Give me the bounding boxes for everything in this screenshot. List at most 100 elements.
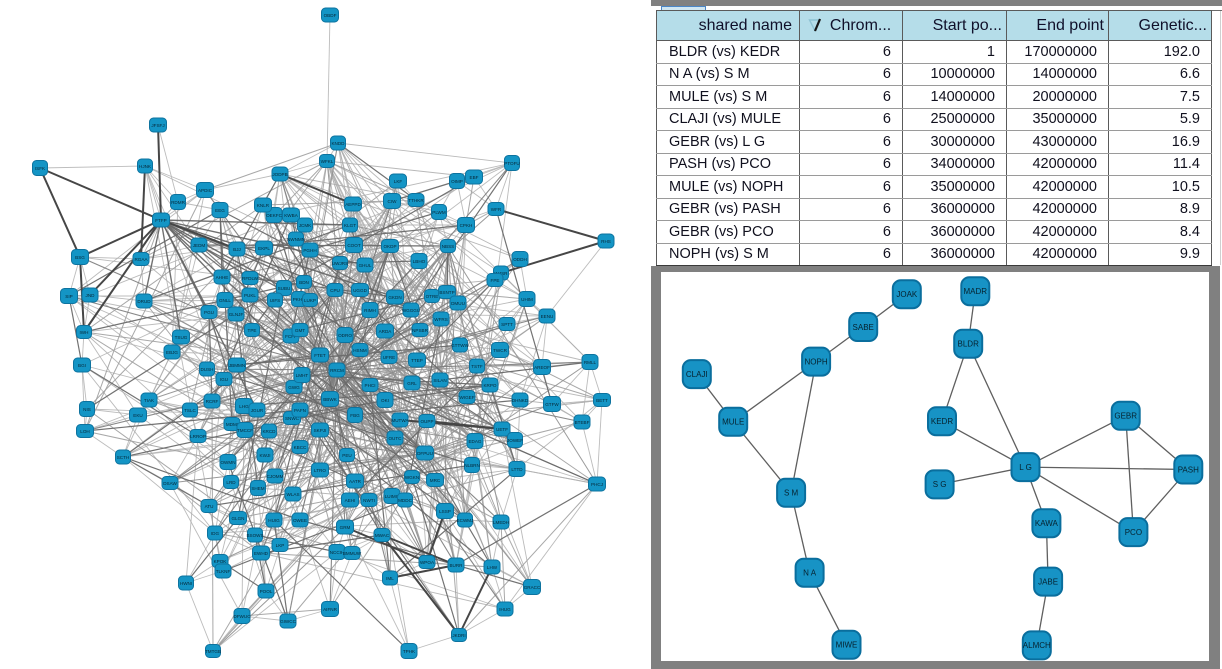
svg-text:RMLL: RMLL — [584, 360, 597, 365]
svg-text:SNWC: SNWC — [285, 416, 300, 421]
svg-text:UHIM: UHIM — [521, 297, 533, 302]
svg-text:LSSP: LSSP — [439, 509, 451, 514]
svg-text:RRCM: RRCM — [330, 368, 344, 373]
svg-text:TSUG: TSUG — [175, 335, 188, 340]
svg-text:IDG: IDG — [211, 531, 220, 536]
svg-text:OIMP: OIMP — [451, 179, 463, 184]
svg-text:TPE: TPE — [248, 328, 257, 333]
svg-text:MUTWA: MUTWA — [391, 418, 409, 423]
svg-text:DFWUC: DFWUC — [233, 614, 251, 619]
svg-text:KAWA: KAWA — [1035, 519, 1059, 528]
svg-text:WJSR: WJSR — [494, 271, 508, 276]
svg-text:SHEM: SHEM — [251, 486, 264, 491]
svg-text:PASH: PASH — [1178, 465, 1199, 474]
svg-text:KBCC: KBCC — [294, 445, 307, 450]
svg-text:EDAG: EDAG — [468, 439, 481, 444]
svg-text:WIGEF: WIGEF — [459, 395, 474, 400]
svg-text:IGU: IGU — [220, 377, 228, 382]
svg-text:ALMCH: ALMCH — [1023, 641, 1051, 650]
svg-text:KRPO: KRPO — [483, 383, 496, 388]
svg-text:FTET: FTET — [314, 353, 326, 358]
svg-text:PCO: PCO — [1125, 528, 1142, 537]
svg-text:MRC: MRC — [430, 478, 441, 483]
svg-text:WFR: WFR — [491, 207, 502, 212]
svg-text:FCFF: FCFF — [285, 334, 297, 339]
svg-text:BMMUW: BMMUW — [343, 551, 362, 556]
svg-text:HWNI: HWNI — [180, 581, 192, 586]
svg-text:GHUL: GHUL — [359, 263, 372, 268]
svg-text:GNLL: GNLL — [219, 298, 231, 303]
svg-text:TTEP: TTEP — [411, 358, 423, 363]
svg-text:MULE: MULE — [722, 418, 744, 427]
svg-text:GRL: GRL — [407, 381, 417, 386]
svg-text:LMHT: LMHT — [296, 373, 309, 378]
svg-text:UFRE: UFRE — [383, 355, 396, 360]
svg-text:TPHK: TPHK — [403, 649, 416, 654]
svg-text:HJNK: HJNK — [139, 164, 152, 169]
svg-text:LHW: LHW — [487, 565, 498, 570]
svg-text:AIFNR: AIFNR — [323, 607, 337, 612]
svg-text:CIW: CIW — [388, 199, 398, 204]
svg-text:SABE: SABE — [853, 323, 874, 332]
svg-text:PHCJ: PHCJ — [591, 482, 603, 487]
svg-text:JBMMN: JBMMN — [229, 363, 245, 368]
svg-text:EKPL: EKPL — [258, 246, 270, 251]
svg-text:EWHD: EWHD — [254, 551, 269, 556]
svg-text:GRACC: GRACC — [524, 585, 541, 590]
svg-text:BBWK: BBWK — [323, 397, 337, 402]
svg-text:BJJ: BJJ — [233, 247, 241, 252]
svg-text:NOPH: NOPH — [805, 357, 828, 366]
svg-text:BSOWS: BSOWS — [246, 533, 263, 538]
svg-text:GTTWW: GTTWW — [451, 343, 470, 348]
svg-text:AATR: AATR — [349, 479, 362, 484]
svg-text:TTHKR: TTHKR — [408, 198, 424, 203]
svg-text:MIWE: MIWE — [836, 641, 858, 650]
svg-text:S M: S M — [784, 489, 799, 498]
svg-text:JOWEF: JOWEF — [507, 438, 523, 443]
svg-text:SKPJI: SKPJI — [314, 428, 327, 433]
svg-text:ISFK: ISFK — [35, 166, 46, 171]
svg-text:GLGN: GLGN — [231, 516, 244, 521]
svg-text:JFSFJ: JFSFJ — [151, 123, 164, 128]
svg-text:AEPPD: AEPPD — [345, 202, 361, 207]
svg-text:AEHI: AEHI — [345, 498, 356, 503]
svg-text:MADR: MADR — [964, 287, 988, 296]
svg-text:BLDR: BLDR — [958, 340, 980, 349]
svg-text:TMTGB: TMTGB — [205, 649, 221, 654]
svg-text:NPSBR: NPSBR — [412, 328, 429, 333]
svg-text:IWH: IWH — [80, 330, 89, 335]
svg-text:UIFS: UIFS — [270, 298, 280, 303]
svg-text:NBSS: NBSS — [442, 244, 455, 249]
svg-text:PHCI: PHCI — [365, 383, 376, 388]
svg-text:HSNM: HSNM — [353, 348, 367, 353]
svg-text:NLBRN: NLBRN — [464, 463, 480, 468]
svg-text:LUKP: LUKP — [304, 298, 316, 303]
svg-text:LHG: LHG — [239, 404, 249, 409]
svg-text:ODRO: ODRO — [338, 333, 352, 338]
svg-text:OTRE: OTRE — [426, 294, 439, 299]
svg-text:N A: N A — [803, 569, 817, 578]
svg-text:ECWMJ: ECWMJ — [457, 518, 474, 523]
svg-text:UWJRS: UWJRS — [332, 261, 348, 266]
svg-text:PLWM: PLWM — [432, 210, 446, 215]
svg-text:ODDH: ODDH — [513, 257, 527, 262]
svg-text:L G: L G — [1019, 463, 1032, 472]
svg-text:KNLR: KNLR — [257, 203, 270, 208]
svg-text:KPOK: KPOK — [214, 559, 228, 564]
svg-text:BGI: BGI — [78, 363, 86, 368]
svg-text:KNDD: KNDD — [331, 141, 345, 146]
svg-text:DMUU: DMUU — [451, 301, 465, 306]
svg-text:TSTF: TSTF — [471, 364, 483, 369]
svg-text:OWMN: OWMN — [220, 460, 235, 465]
svg-text:OWEE: OWEE — [293, 518, 307, 523]
svg-text:AHHE: AHHE — [216, 275, 229, 280]
svg-text:CJOMM: CJOMM — [267, 474, 284, 479]
svg-text:GWG: GWG — [288, 385, 300, 390]
svg-text:PUKL: PUKL — [244, 293, 256, 298]
svg-text:GEBR: GEBR — [1114, 412, 1137, 421]
svg-text:EEG: EEG — [215, 208, 225, 213]
svg-text:SIP: SIP — [65, 294, 72, 299]
svg-text:OBDF: OBDF — [324, 13, 337, 18]
svg-text:RHS: RHS — [601, 239, 611, 244]
svg-text:JABE: JABE — [1038, 577, 1058, 586]
